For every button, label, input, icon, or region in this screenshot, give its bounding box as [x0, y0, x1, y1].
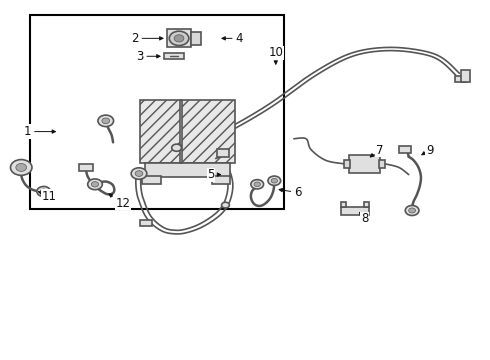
Circle shape	[172, 144, 181, 151]
Text: 3: 3	[136, 50, 160, 63]
Text: 8: 8	[360, 212, 368, 225]
Circle shape	[16, 163, 26, 171]
Bar	[167, 30, 191, 47]
Text: 12: 12	[109, 194, 130, 210]
Bar	[364, 202, 368, 207]
Bar	[141, 220, 152, 226]
Bar	[164, 53, 184, 59]
Text: 7: 7	[370, 144, 383, 157]
Bar	[79, 163, 93, 171]
Bar	[349, 155, 380, 173]
Bar	[379, 159, 385, 168]
Circle shape	[405, 206, 419, 216]
Circle shape	[131, 168, 147, 179]
Circle shape	[169, 31, 189, 45]
Text: 5: 5	[207, 168, 220, 181]
Bar	[212, 176, 230, 184]
Circle shape	[10, 159, 32, 175]
Circle shape	[37, 186, 50, 197]
Bar	[399, 146, 411, 153]
Bar	[344, 159, 350, 168]
Circle shape	[409, 208, 416, 213]
Circle shape	[88, 179, 102, 190]
Text: 6: 6	[279, 186, 301, 199]
Circle shape	[102, 118, 110, 124]
Text: 4: 4	[222, 32, 243, 45]
Bar	[191, 32, 201, 45]
Circle shape	[271, 179, 277, 183]
Circle shape	[98, 115, 114, 127]
Circle shape	[221, 202, 229, 208]
Text: 1: 1	[24, 125, 55, 138]
Circle shape	[254, 182, 260, 186]
Circle shape	[174, 35, 184, 42]
Bar	[143, 176, 161, 184]
Circle shape	[251, 180, 264, 189]
Circle shape	[135, 171, 143, 176]
Bar	[462, 69, 470, 82]
Bar	[30, 15, 284, 209]
Circle shape	[40, 189, 47, 194]
Bar	[341, 207, 368, 215]
Text: 11: 11	[39, 190, 57, 203]
Text: 10: 10	[269, 46, 283, 64]
Bar	[145, 163, 230, 177]
Bar	[217, 149, 229, 157]
Circle shape	[268, 176, 281, 185]
Bar	[455, 76, 467, 82]
Bar	[182, 100, 235, 163]
Bar	[341, 202, 346, 207]
Text: 2: 2	[131, 32, 163, 45]
Bar	[140, 100, 180, 163]
Text: 9: 9	[422, 144, 434, 157]
Circle shape	[91, 181, 98, 187]
